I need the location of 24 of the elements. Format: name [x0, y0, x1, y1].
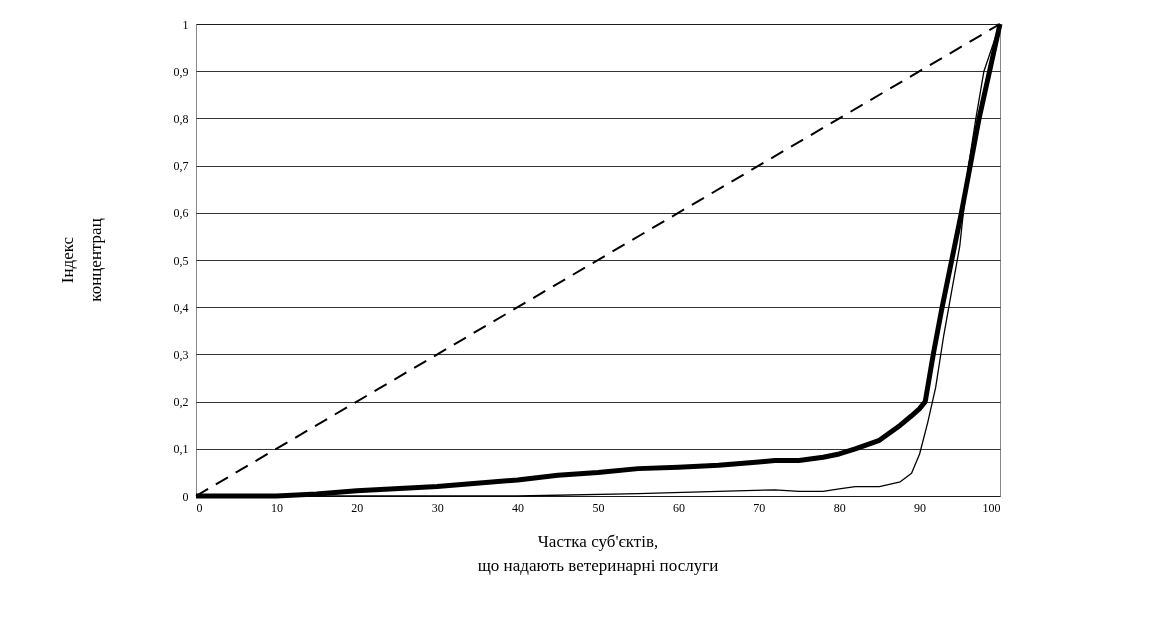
x-tick-label: 90	[914, 500, 927, 515]
y-tick-label: 0,6	[173, 206, 189, 221]
y-tick-label: 0,3	[173, 347, 189, 362]
x-tick-label: 50	[592, 500, 605, 515]
y-tick-label: 0,8	[173, 111, 189, 126]
x-tick-label: 80	[833, 500, 846, 515]
y-tick-label: 0	[182, 489, 189, 504]
y-tick-label: 0,5	[173, 253, 189, 268]
x-axis-title: Частка суб'єктів, що надають ветеринарні послуги	[477, 532, 719, 575]
x-tick-label: 10	[270, 500, 283, 515]
x-tick-label: 70	[753, 500, 766, 515]
y-tick-label: 0,7	[173, 159, 189, 174]
x-tick-label: 20	[351, 500, 364, 515]
y-axis-title: Індекс концентрац	[58, 218, 105, 302]
x-tick-label: 40	[512, 500, 525, 515]
x-tick-label: 30	[431, 500, 444, 515]
y-tick-label: 0,4	[173, 300, 189, 315]
x-tick-label: 0	[196, 500, 203, 515]
y-tick-label: 0,1	[173, 442, 189, 457]
y-tick-label: 0,9	[173, 64, 189, 79]
x-tick-label: 100	[982, 500, 1001, 515]
y-tick-label: 0,2	[173, 395, 189, 410]
y-tick-label: 1	[182, 17, 189, 32]
x-tick-label: 60	[672, 500, 685, 515]
